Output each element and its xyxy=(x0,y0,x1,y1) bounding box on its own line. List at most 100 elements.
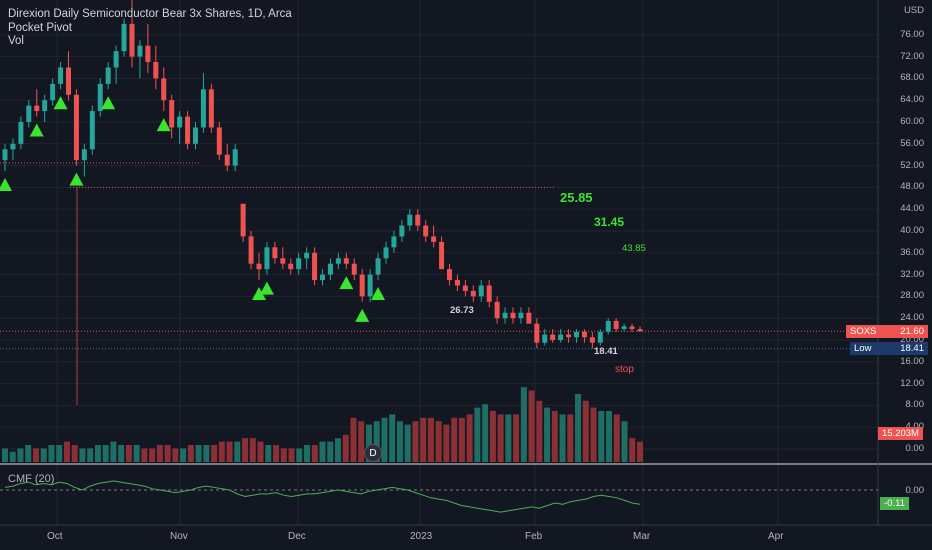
volume-bar xyxy=(621,421,628,462)
candle-body xyxy=(42,100,48,112)
candle-body xyxy=(367,274,373,297)
cmf-label: CMF (20) xyxy=(8,473,55,485)
volume-bar xyxy=(180,448,187,462)
price-tick-label: 68.00 xyxy=(900,72,924,84)
candle-body xyxy=(478,285,484,297)
candle-body xyxy=(304,252,310,259)
chart-grid xyxy=(0,0,932,526)
candles xyxy=(2,0,643,349)
volume-bar xyxy=(273,445,280,462)
volume-bar xyxy=(451,417,458,462)
volume-bar xyxy=(319,441,326,462)
candle-body xyxy=(73,94,79,161)
volume-bar xyxy=(567,414,574,462)
candle-body xyxy=(462,285,468,291)
volume-bar xyxy=(234,441,241,462)
symbol-tag: SOXS xyxy=(850,326,877,337)
candle-body xyxy=(351,263,357,275)
price-tick-label: 32.00 xyxy=(900,268,924,280)
candle-body xyxy=(597,331,603,343)
time-tick-label: Apr xyxy=(768,531,784,542)
price-tick-label: 76.00 xyxy=(900,28,924,40)
volume-bar xyxy=(528,390,535,462)
cmf-line xyxy=(4,480,641,513)
candle-body xyxy=(574,331,579,338)
candle-body xyxy=(502,312,508,319)
candle-body xyxy=(232,149,238,166)
volume-bar xyxy=(40,448,47,462)
candle-body xyxy=(66,67,71,95)
volume-bar xyxy=(342,434,349,462)
volume-bar xyxy=(265,445,272,462)
candle-body xyxy=(407,214,413,226)
candle-body xyxy=(177,116,183,128)
target-1-label: 25.85 xyxy=(560,190,593,205)
chart-title: Direxion Daily Semiconductor Bear 3x Sha… xyxy=(8,8,292,20)
target-2-label: 31.45 xyxy=(594,215,625,229)
low-tag: Low 18.41 xyxy=(850,342,928,355)
candle-body xyxy=(256,263,262,270)
candle-body xyxy=(208,89,214,128)
volume-bar xyxy=(71,445,78,462)
candle-body xyxy=(121,23,127,52)
candle-body xyxy=(621,326,627,330)
volume-bar xyxy=(404,424,411,462)
volume-bar xyxy=(311,445,318,462)
volume-bar xyxy=(48,445,55,462)
volume-bar xyxy=(187,445,194,462)
volume-bar xyxy=(482,404,489,462)
candle-body xyxy=(137,45,143,57)
volume-bar xyxy=(87,448,94,462)
last-price-tag: 21.60 xyxy=(900,326,924,337)
candle-body xyxy=(185,116,191,144)
pivot-triangle xyxy=(371,287,386,301)
pivot-triangle xyxy=(355,308,370,322)
volume-tag: 15.203M xyxy=(878,427,923,440)
volume-bar xyxy=(536,400,543,462)
price-tick-label: 52.00 xyxy=(900,159,924,171)
level-1841-label: 18.41 xyxy=(594,346,618,357)
candle-body xyxy=(391,236,397,248)
volume-bar xyxy=(435,421,442,462)
volume-bar xyxy=(94,445,101,462)
volume-bar xyxy=(389,414,396,462)
volume-bar xyxy=(381,417,388,462)
candle-body xyxy=(2,149,8,161)
volume-bar xyxy=(218,441,225,462)
candle-body xyxy=(34,105,40,112)
volume-bar xyxy=(110,441,117,462)
volume-bar xyxy=(133,445,140,462)
cmf-pane xyxy=(0,480,878,513)
candle-body xyxy=(216,127,222,155)
volume-bars xyxy=(2,387,643,462)
candle-body xyxy=(359,274,365,297)
candle-body xyxy=(431,236,437,242)
price-tick-label: 24.00 xyxy=(900,312,924,324)
volume-bar xyxy=(164,445,171,462)
candle-body xyxy=(240,203,246,237)
volume-bar xyxy=(118,445,125,462)
volume-bar xyxy=(629,438,636,462)
candle-body xyxy=(58,67,64,84)
candle-body xyxy=(113,51,119,68)
candle-body xyxy=(494,301,500,319)
low-label: Low xyxy=(854,343,872,354)
candle-body xyxy=(637,329,643,332)
time-tick-label: Mar xyxy=(633,531,651,542)
candle-body xyxy=(605,320,611,332)
candle-body xyxy=(383,247,389,259)
pivot-triangle xyxy=(69,172,84,186)
volume-bar xyxy=(575,394,582,462)
candle-body xyxy=(50,83,56,101)
event-marker[interactable]: D xyxy=(364,444,382,462)
candle-body xyxy=(423,225,429,237)
volume-bar xyxy=(172,448,179,462)
pivot-triangle xyxy=(29,123,44,137)
volume-bar xyxy=(520,387,527,462)
pivot-triangle xyxy=(101,96,116,110)
candle-body xyxy=(169,100,175,128)
candle-body xyxy=(145,45,151,63)
candle-body xyxy=(105,67,111,84)
volume-bar xyxy=(412,421,419,462)
